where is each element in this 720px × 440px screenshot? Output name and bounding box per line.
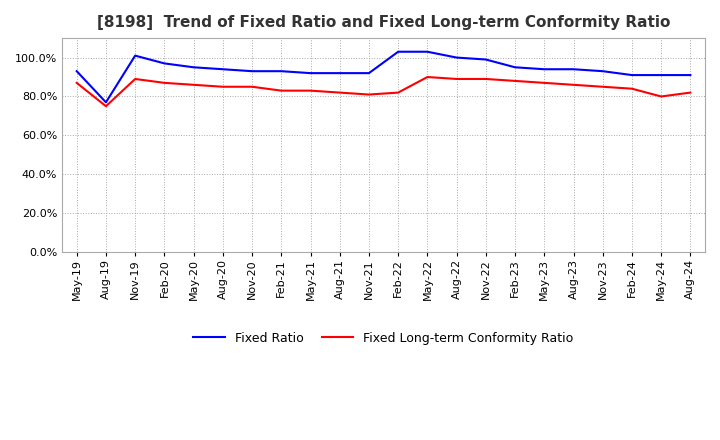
Fixed Ratio: [306, 70, 315, 76]
Fixed Ratio: [452, 55, 461, 60]
Fixed Long-term Conformity Ratio: [686, 90, 695, 95]
Fixed Long-term Conformity Ratio: [657, 94, 665, 99]
Fixed Ratio: [570, 66, 578, 72]
Fixed Ratio: [657, 73, 665, 78]
Fixed Ratio: [598, 69, 607, 74]
Fixed Long-term Conformity Ratio: [160, 80, 168, 85]
Fixed Long-term Conformity Ratio: [306, 88, 315, 93]
Fixed Ratio: [218, 66, 227, 72]
Fixed Long-term Conformity Ratio: [73, 80, 81, 85]
Fixed Ratio: [482, 57, 490, 62]
Line: Fixed Long-term Conformity Ratio: Fixed Long-term Conformity Ratio: [77, 77, 690, 106]
Fixed Ratio: [131, 53, 140, 58]
Fixed Ratio: [336, 70, 344, 76]
Fixed Long-term Conformity Ratio: [598, 84, 607, 89]
Fixed Ratio: [73, 69, 81, 74]
Fixed Long-term Conformity Ratio: [570, 82, 578, 88]
Fixed Long-term Conformity Ratio: [189, 82, 198, 88]
Fixed Ratio: [628, 73, 636, 78]
Fixed Ratio: [686, 73, 695, 78]
Fixed Long-term Conformity Ratio: [277, 88, 286, 93]
Fixed Ratio: [394, 49, 402, 55]
Fixed Long-term Conformity Ratio: [364, 92, 373, 97]
Fixed Ratio: [364, 70, 373, 76]
Fixed Long-term Conformity Ratio: [102, 103, 110, 109]
Fixed Ratio: [189, 65, 198, 70]
Fixed Ratio: [102, 100, 110, 105]
Legend: Fixed Ratio, Fixed Long-term Conformity Ratio: Fixed Ratio, Fixed Long-term Conformity …: [189, 327, 579, 350]
Line: Fixed Ratio: Fixed Ratio: [77, 52, 690, 103]
Fixed Long-term Conformity Ratio: [218, 84, 227, 89]
Fixed Long-term Conformity Ratio: [540, 80, 549, 85]
Fixed Long-term Conformity Ratio: [131, 76, 140, 81]
Title: [8198]  Trend of Fixed Ratio and Fixed Long-term Conformity Ratio: [8198] Trend of Fixed Ratio and Fixed Lo…: [97, 15, 670, 30]
Fixed Ratio: [540, 66, 549, 72]
Fixed Long-term Conformity Ratio: [336, 90, 344, 95]
Fixed Ratio: [160, 61, 168, 66]
Fixed Ratio: [510, 65, 519, 70]
Fixed Ratio: [423, 49, 432, 55]
Fixed Long-term Conformity Ratio: [248, 84, 256, 89]
Fixed Long-term Conformity Ratio: [452, 76, 461, 81]
Fixed Long-term Conformity Ratio: [510, 78, 519, 84]
Fixed Ratio: [248, 69, 256, 74]
Fixed Long-term Conformity Ratio: [394, 90, 402, 95]
Fixed Long-term Conformity Ratio: [423, 74, 432, 80]
Fixed Long-term Conformity Ratio: [482, 76, 490, 81]
Fixed Long-term Conformity Ratio: [628, 86, 636, 92]
Fixed Ratio: [277, 69, 286, 74]
